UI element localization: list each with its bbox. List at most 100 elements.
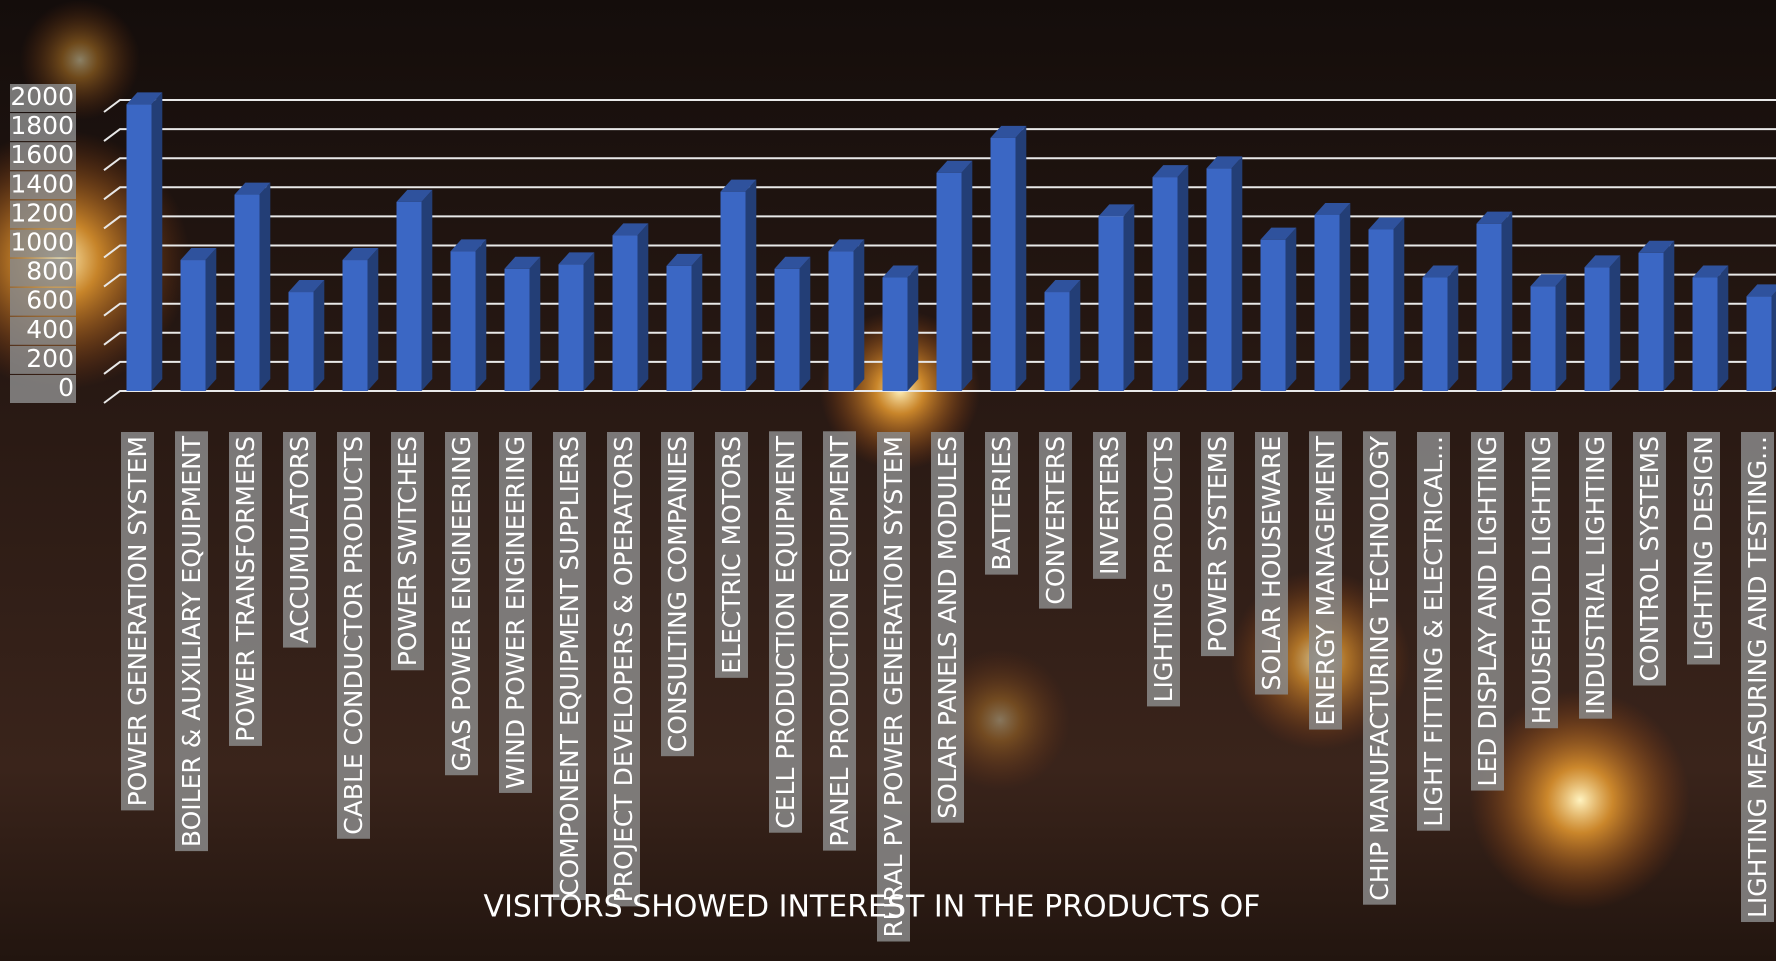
bar <box>127 104 152 391</box>
bar <box>559 264 584 391</box>
bar-side <box>206 248 217 391</box>
bar-side <box>368 248 379 391</box>
bar <box>1261 240 1286 391</box>
bar <box>397 202 422 391</box>
x-tick: LIGHTING MEASURING AND TESTING... <box>1741 432 1774 922</box>
x-tick-label: LIGHTING PRODUCTS <box>1149 436 1178 702</box>
bar <box>613 235 638 391</box>
bar-side <box>1232 156 1243 391</box>
bar-side <box>1772 284 1776 391</box>
x-tick-label: POWER SWITCHES <box>393 436 422 666</box>
y-tick-label: 0 <box>58 373 74 402</box>
bar-side <box>530 257 541 391</box>
x-tick: CHIP MANUFACTURING TECHNOLOGY <box>1363 431 1396 904</box>
x-tick-label: CONSULTING COMPANIES <box>663 436 692 752</box>
x-tick-label: CONTROL SYSTEMS <box>1635 436 1664 682</box>
x-tick-label: INVERTERS <box>1095 436 1124 575</box>
bar-side <box>1556 274 1567 391</box>
x-tick: HOUSEHOLD LIGHTING <box>1525 432 1558 728</box>
x-tick: CONSULTING COMPANIES <box>661 432 694 756</box>
bar-side <box>1448 266 1459 391</box>
x-tick-label: SOLAR HOUSEWARE <box>1257 436 1286 691</box>
bar-side <box>1286 228 1297 391</box>
x-tick: CABLE CONDUCTOR PRODUCTS <box>337 432 370 839</box>
bar-side <box>1502 212 1513 391</box>
x-tick-label: LED DISPLAY AND LIGHTING <box>1473 436 1502 787</box>
bar-side <box>1070 280 1081 391</box>
bar <box>937 173 962 391</box>
bar <box>1585 267 1610 391</box>
bar-side <box>1610 255 1621 391</box>
y-tick-label: 1800 <box>10 111 74 140</box>
x-tick: CONTROL SYSTEMS <box>1633 432 1666 686</box>
x-tick-label: ACCUMULATORS <box>285 436 314 644</box>
x-tick: ELECTRIC MOTORS <box>715 432 748 678</box>
x-tick-label: LIGHTING DESIGN <box>1689 436 1718 661</box>
bar-side <box>1394 217 1405 391</box>
x-tick-label: GAS POWER ENGINEERING <box>447 436 476 771</box>
x-tick-label: RURAL PV POWER GENERATION SYSTEM <box>879 436 908 938</box>
bar <box>1153 177 1178 391</box>
y-tick-label: 1200 <box>10 198 74 227</box>
x-tick: POWER SWITCHES <box>391 432 424 670</box>
bar <box>1747 296 1772 391</box>
y-tick-label: 2000 <box>10 82 74 111</box>
bar-side <box>152 92 163 391</box>
bar-side <box>638 223 649 391</box>
bar-side <box>1718 266 1729 391</box>
x-tick: INDUSTRIAL LIGHTING <box>1579 432 1612 719</box>
x-tick: INVERTERS <box>1093 432 1126 579</box>
bar-side <box>1178 165 1189 391</box>
bar <box>451 251 476 391</box>
x-tick: COMPONENT EQUIPMENT SUPPLIERS <box>553 432 586 900</box>
y-tick-label: 200 <box>26 344 74 373</box>
bar <box>1639 253 1664 391</box>
bar-side <box>692 254 703 391</box>
x-tick-label: ELECTRIC MOTORS <box>717 436 746 674</box>
slide: 0200400600800100012001400160018002000POW… <box>0 0 1776 961</box>
x-tick: ENERGY MANAGEMENT <box>1309 431 1342 729</box>
x-tick: GAS POWER ENGINEERING <box>445 432 478 775</box>
x-tick: WIND POWER ENGINEERING <box>499 432 532 793</box>
x-tick: POWER SYSTEMS <box>1201 432 1234 656</box>
x-tick-label: CHIP MANUFACTURING TECHNOLOGY <box>1365 435 1394 900</box>
bar <box>1693 278 1718 391</box>
x-tick-label: CELL PRODUCTION EQUIPMENT <box>771 435 800 828</box>
y-tick-label: 600 <box>26 286 74 315</box>
bar <box>1369 229 1394 391</box>
x-tick: SOLAR PANELS AND MODULES <box>931 432 964 823</box>
x-tick-label: BOILER & AUXILIARY EQUIPMENT <box>177 435 206 847</box>
y-tick-label: 1600 <box>10 140 74 169</box>
y-tick-label: 400 <box>26 315 74 344</box>
bar <box>1045 292 1070 391</box>
bar-side <box>314 280 325 391</box>
x-tick: CELL PRODUCTION EQUIPMENT <box>769 431 802 832</box>
x-tick-label: CONVERTERS <box>1041 436 1070 605</box>
bar <box>883 278 908 391</box>
x-tick: LED DISPLAY AND LIGHTING <box>1471 432 1504 791</box>
bar <box>721 192 746 391</box>
x-tick: PANEL PRODUCTION EQUIPMENT <box>823 431 856 850</box>
bar-side <box>584 252 595 391</box>
x-tick: SOLAR HOUSEWARE <box>1255 432 1288 695</box>
x-tick-label: ENERGY MANAGEMENT <box>1311 435 1340 725</box>
bar <box>1423 278 1448 391</box>
bar-side <box>962 161 973 391</box>
bar <box>343 260 368 391</box>
x-tick: ACCUMULATORS <box>283 432 316 648</box>
y-tick-label: 800 <box>26 257 74 286</box>
bar-side <box>476 239 487 391</box>
x-tick: CONVERTERS <box>1039 432 1072 609</box>
bar <box>829 251 854 391</box>
bar-side <box>1016 126 1027 391</box>
bar-side <box>800 257 811 391</box>
bar-side <box>260 183 271 391</box>
bar <box>1531 286 1556 391</box>
x-tick-label: PROJECT DEVELOPERS & OPERATORS <box>609 436 638 902</box>
x-tick: RURAL PV POWER GENERATION SYSTEM <box>877 432 910 942</box>
bar <box>289 292 314 391</box>
bar <box>235 195 260 391</box>
x-tick: LIGHTING PRODUCTS <box>1147 432 1180 706</box>
bar <box>991 138 1016 391</box>
x-tick-label: LIGHTING MEASURING AND TESTING... <box>1743 436 1772 918</box>
